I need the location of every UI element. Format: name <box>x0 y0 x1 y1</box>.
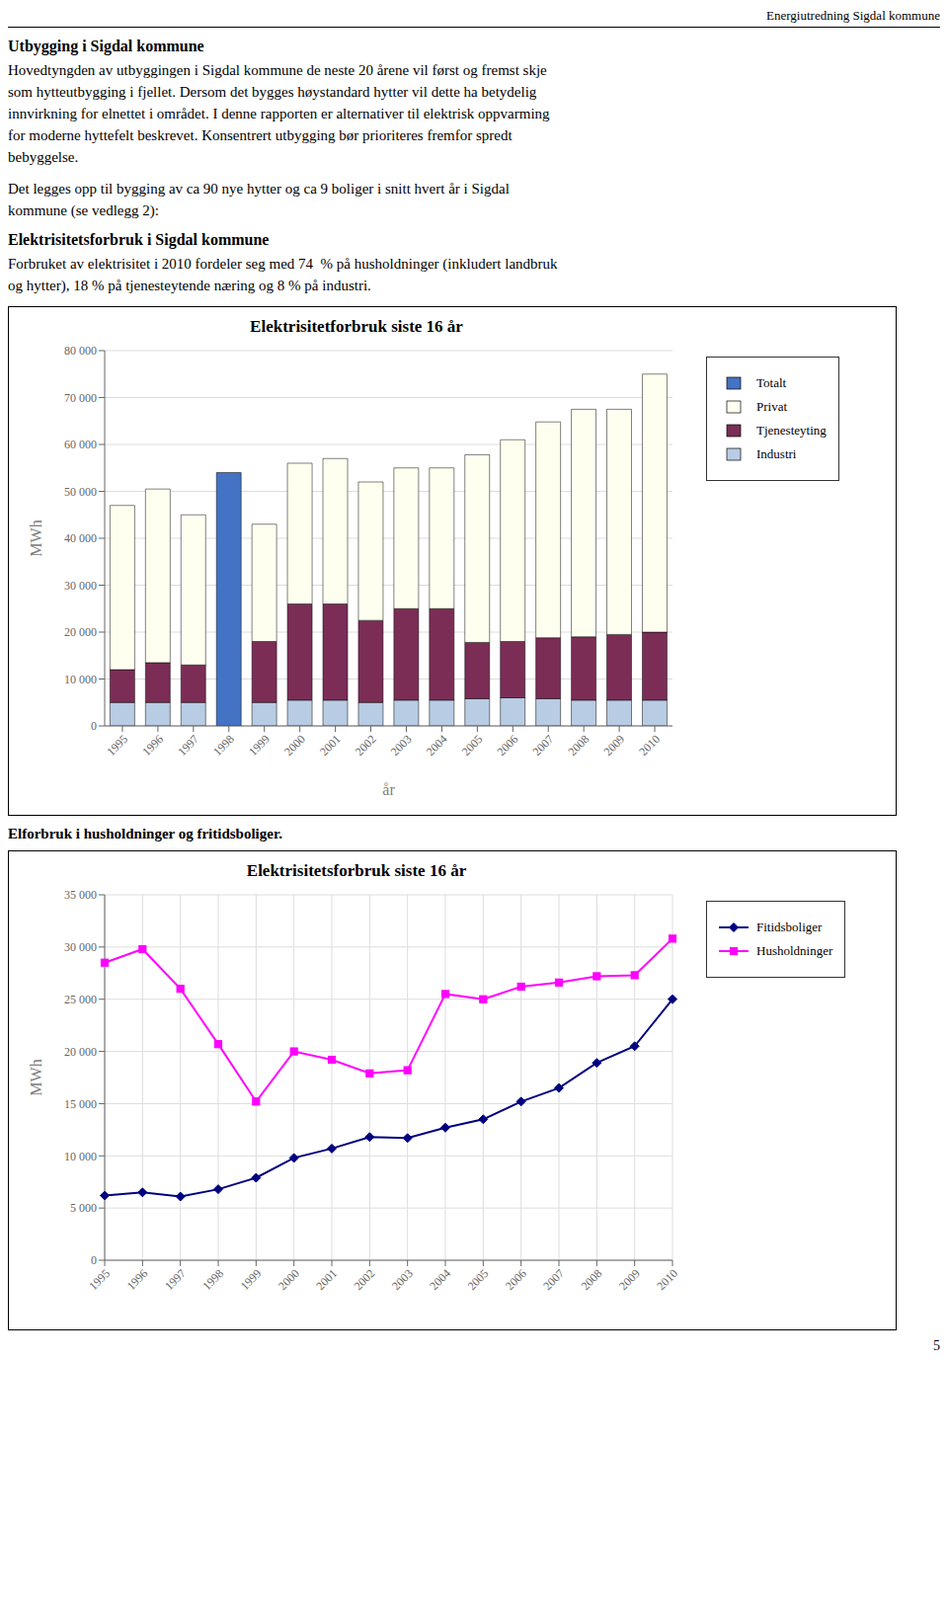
svg-text:2001: 2001 <box>316 731 344 759</box>
html-text:Elektrisitetsforbruk siste 16: Elektrisitetsforbruk siste 16 år <box>246 861 467 880</box>
html-text:kommune (se vedlegg 2):: kommune (se vedlegg 2): <box>7 202 159 219</box>
svg-text:2006: 2006 <box>502 1265 530 1293</box>
svg-text:2010: 2010 <box>653 1265 681 1293</box>
html-text:5: 5 <box>933 1338 941 1353</box>
svg-text:30 000: 30 000 <box>64 578 97 593</box>
html-text:Forbruket av elektrisitet i 20: Forbruket av elektrisitet i 2010 fordele… <box>7 255 558 272</box>
svg-text:2005: 2005 <box>465 1265 492 1293</box>
html-text:Elektrisitetsforbruk i Sigdal: Elektrisitetsforbruk i Sigdal kommune <box>7 231 270 248</box>
svg-text:5 000: 5 000 <box>70 1200 97 1215</box>
html-text:Utbygging i Sigdal kommune: Utbygging i Sigdal kommune <box>7 37 205 55</box>
svg-text:2007: 2007 <box>540 1265 567 1293</box>
svg-text:0: 0 <box>90 1253 97 1267</box>
svg-text:1995: 1995 <box>85 1265 113 1293</box>
svg-text:2003: 2003 <box>388 731 415 759</box>
svg-text:2006: 2006 <box>494 731 522 759</box>
html-text:som hytteutbygging i fjellet.: som hytteutbygging i fjellet. Dersom det… <box>7 83 537 100</box>
html-text:Hovedtyngden av utbyggingen i: Hovedtyngden av utbyggingen i Sigdal kom… <box>7 62 547 79</box>
html-text:for moderne hyttefelt beskreve: for moderne hyttefelt beskrevet. Konsent… <box>7 127 513 144</box>
svg-text:2002: 2002 <box>351 1265 379 1293</box>
svg-text:2000: 2000 <box>275 1265 303 1293</box>
svg-text:2009: 2009 <box>616 1265 643 1293</box>
svg-text:2002: 2002 <box>352 731 380 759</box>
svg-text:20 000: 20 000 <box>64 1044 97 1059</box>
html-text:Husholdninger: Husholdninger <box>756 943 833 958</box>
svg-text:MWh: MWh <box>27 1058 45 1096</box>
html-text:Privat: Privat <box>756 398 788 414</box>
svg-text:2001: 2001 <box>313 1265 340 1293</box>
svg-text:10 000: 10 000 <box>64 1149 97 1164</box>
svg-text:2000: 2000 <box>281 731 309 759</box>
svg-text:1997: 1997 <box>161 1265 189 1293</box>
svg-text:år: år <box>382 781 395 798</box>
html-text:Industri: Industri <box>756 446 797 462</box>
svg-text:0: 0 <box>90 718 97 733</box>
svg-text:1997: 1997 <box>174 731 202 759</box>
svg-text:2009: 2009 <box>600 731 628 759</box>
svg-text:1995: 1995 <box>103 731 131 759</box>
svg-text:2005: 2005 <box>459 731 486 759</box>
svg-text:50 000: 50 000 <box>64 484 97 499</box>
html-text:og hytter), 18 % på tjenesteyt: og hytter), 18 % på tjenesteytende nærin… <box>7 277 372 294</box>
html-text:Fitidsboliger: Fitidsboliger <box>756 919 823 935</box>
svg-text:2010: 2010 <box>635 731 663 759</box>
svg-text:40 000: 40 000 <box>64 531 97 546</box>
svg-text:1999: 1999 <box>237 1265 265 1293</box>
svg-text:2004: 2004 <box>423 731 451 759</box>
svg-text:10 000: 10 000 <box>64 672 97 687</box>
svg-text:2008: 2008 <box>564 731 592 759</box>
svg-text:MWh: MWh <box>27 519 45 556</box>
html-text:innvirkning for elnettet i omr: innvirkning for elnettet i området. I de… <box>7 105 550 122</box>
html-text:Totalt: Totalt <box>756 375 787 391</box>
html-text:Energiutredning Sigdal kommune: Energiutredning Sigdal kommune <box>766 7 941 23</box>
svg-text:1996: 1996 <box>139 731 166 759</box>
svg-text:1999: 1999 <box>245 731 273 759</box>
svg-text:35 000: 35 000 <box>64 887 97 902</box>
html-text:Tjenesteyting: Tjenesteyting <box>756 422 827 438</box>
html-text:bebyggelse.: bebyggelse. <box>7 149 79 165</box>
svg-text:1996: 1996 <box>124 1265 152 1293</box>
svg-text:25 000: 25 000 <box>64 992 97 1007</box>
svg-text:30 000: 30 000 <box>64 940 97 954</box>
svg-text:20 000: 20 000 <box>64 625 97 639</box>
svg-text:15 000: 15 000 <box>64 1097 97 1111</box>
html-text:Elforbruk i husholdninger og f: Elforbruk i husholdninger og fritidsboli… <box>7 825 283 842</box>
svg-text:80 000: 80 000 <box>64 343 97 358</box>
svg-text:2008: 2008 <box>578 1265 606 1293</box>
html-text:Elektrisitetforbruk siste 16 å: Elektrisitetforbruk siste 16 år <box>249 316 464 336</box>
svg-text:2004: 2004 <box>426 1265 454 1293</box>
svg-text:1998: 1998 <box>210 731 237 759</box>
svg-text:70 000: 70 000 <box>64 391 97 405</box>
svg-text:60 000: 60 000 <box>64 437 97 452</box>
svg-text:1998: 1998 <box>199 1265 227 1293</box>
svg-text:2007: 2007 <box>529 731 556 759</box>
svg-text:2003: 2003 <box>389 1265 416 1293</box>
html-text:Det legges opp til bygging av: Det legges opp til bygging av ca 90 nye … <box>7 180 510 197</box>
